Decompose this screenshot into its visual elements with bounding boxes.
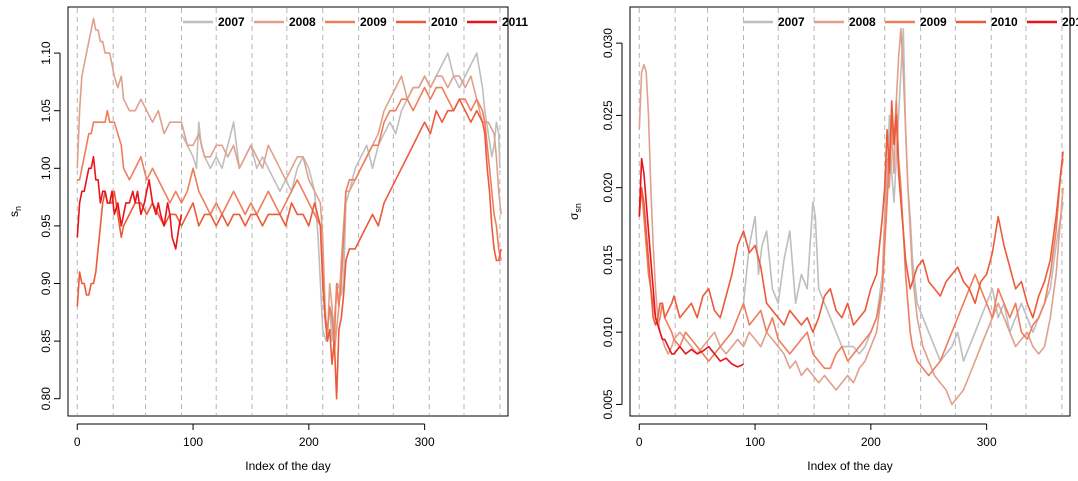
series-line-2011: [638, 157, 744, 368]
y-tick-label: 0.015: [601, 245, 615, 275]
legend-label-2007: 2007: [778, 15, 805, 29]
x-tick-label: 300: [977, 435, 997, 449]
x-tick-label: 100: [183, 435, 203, 449]
legend-label-2008: 2008: [289, 15, 316, 29]
y-tick-label: 0.95: [39, 214, 53, 238]
legend-label-2009: 2009: [360, 15, 387, 29]
series-line-2007: [180, 52, 501, 342]
plot-frame: [67, 6, 509, 417]
y-axis-title: sn: [7, 206, 23, 217]
x-tick-label: 300: [415, 435, 435, 449]
y-tick-label: 0.020: [601, 172, 615, 202]
y-tick-label: 0.025: [601, 100, 615, 130]
legend-label-2007: 2007: [218, 15, 245, 29]
legend: 2007 2008 2009 2010 2011: [183, 15, 528, 29]
x-tick-label: 0: [636, 435, 643, 449]
series-line-2010: [638, 100, 1064, 334]
series-line-2010: [76, 98, 502, 400]
legend-label-2011: 2011: [502, 15, 528, 29]
y-tick-label: 0.030: [601, 28, 615, 58]
x-tick-label: 200: [299, 435, 319, 449]
y-axis-title-main: σ: [567, 212, 581, 220]
x-axis-title: Index of the day: [245, 459, 330, 473]
series-line-2009: [77, 86, 502, 342]
y-tick-label: 0.80: [39, 387, 53, 411]
legend-label-2011: 2011: [1062, 15, 1078, 29]
y-tick-label: 1.10: [39, 41, 53, 65]
legend-label-2009: 2009: [920, 15, 947, 29]
y-axis-title: σsn: [567, 203, 583, 220]
series-line-2011: [76, 156, 183, 250]
x-tick-label: 100: [745, 435, 765, 449]
y-tick-label: 1.05: [39, 99, 53, 123]
x-tick-label: 200: [861, 435, 881, 449]
y-tick-label: 0.85: [39, 329, 53, 353]
legend: 2007 2008 2009 2010 2011: [743, 15, 1078, 29]
x-axis-title: Index of the day: [807, 459, 892, 473]
legend-label-2010: 2010: [431, 15, 458, 29]
y-tick-label: 1.00: [39, 156, 53, 180]
y-tick-label: 0.005: [601, 389, 615, 419]
x-tick-label: 0: [74, 435, 81, 449]
y-axis-title-subscript: sn: [573, 203, 583, 213]
plot-frame: [629, 6, 1071, 417]
legend-label-2010: 2010: [991, 15, 1018, 29]
series-line-2008: [638, 27, 1064, 406]
y-tick-label: 0.90: [39, 272, 53, 296]
left-panel-sn: 0 100 200 300 0.80 0.85 0.90 0.95 1.00 1.05 1.10 In…: [7, 6, 528, 473]
y-axis-title-subscript: n: [13, 206, 23, 211]
series-line-2008: [76, 17, 502, 354]
y-tick-label: 0.010: [601, 317, 615, 347]
y-axis-title-main: s: [7, 211, 21, 217]
right-panel-sigma-sn: 0 100 200 300 0.005 0.010 0.015 0.020 0.025 0.030…: [567, 6, 1078, 473]
series-line-2009: [638, 100, 1064, 377]
legend-label-2008: 2008: [849, 15, 876, 29]
